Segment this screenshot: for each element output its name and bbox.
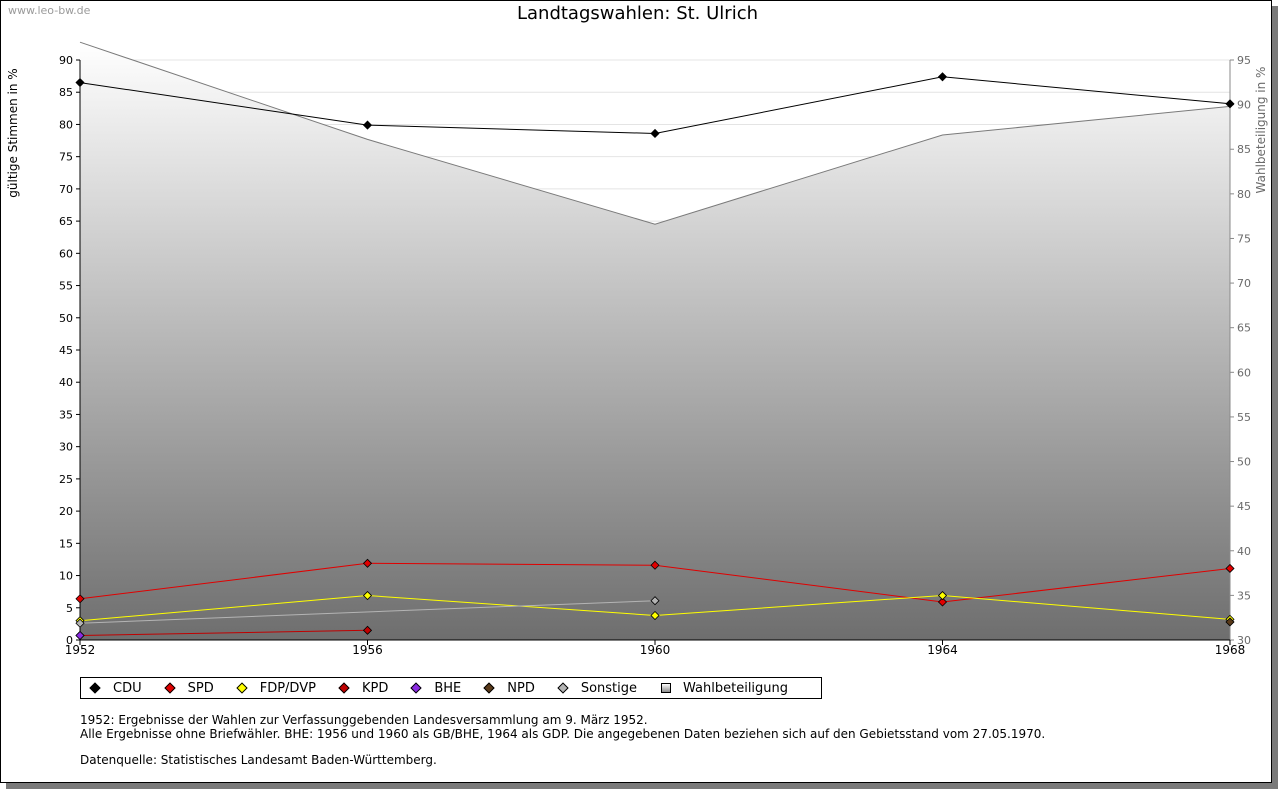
legend-label: NPD xyxy=(507,680,535,696)
y-tick-label: 45 xyxy=(59,344,73,357)
point-fdpdvp-1964 xyxy=(937,590,948,601)
point-spd-1960 xyxy=(650,560,660,570)
point-fdpdvp-1960 xyxy=(650,610,660,621)
legend-item: Sonstige xyxy=(557,680,638,696)
legend-label: Sonstige xyxy=(580,680,638,696)
y-tick-label: 70 xyxy=(59,183,73,196)
watermark: www.leo-bw.de xyxy=(8,4,91,17)
legend-diamond-icon xyxy=(483,682,495,694)
y2-tick-label: 65 xyxy=(1237,322,1251,335)
y-tick-label: 50 xyxy=(59,312,73,325)
y2-tick-label: 95 xyxy=(1237,54,1251,67)
legend-square-icon xyxy=(661,683,672,693)
legend-item: KPD xyxy=(338,680,389,696)
legend-item: BHE xyxy=(410,680,462,696)
legend-item: FDP/DVP xyxy=(236,680,316,696)
point-fdpdvp-1956 xyxy=(362,590,373,601)
legend-item: NPD xyxy=(483,680,535,696)
point-cdu-1968 xyxy=(1225,99,1235,109)
point-sonstige-1952 xyxy=(75,618,85,628)
x-tick-label: 1964 xyxy=(927,643,958,657)
legend-diamond-icon xyxy=(410,682,422,694)
point-spd-1956 xyxy=(362,558,373,568)
point-npd-1968 xyxy=(1225,617,1235,627)
notes: 1952: Ergebnisse der Wahlen zur Verfassu… xyxy=(80,713,1045,767)
point-cdu-1952 xyxy=(75,77,85,88)
legend-diamond-icon xyxy=(338,682,350,694)
legend-label: CDU xyxy=(113,680,142,696)
y2-tick-label: 60 xyxy=(1237,366,1251,379)
y-tick-label: 35 xyxy=(59,408,73,421)
x-tick-label: 1960 xyxy=(640,643,671,657)
note-line-2: Alle Ergebnisse ohne Briefwähler. BHE: 1… xyxy=(80,727,1046,741)
series-line-sonstige xyxy=(79,600,656,624)
y-tick-label: 30 xyxy=(59,441,73,454)
y-tick-label: 25 xyxy=(59,473,73,486)
y2-tick-label: 80 xyxy=(1237,188,1251,201)
y-tick-label: 0 xyxy=(66,634,73,647)
y-tick-label: 80 xyxy=(59,118,73,131)
legend: CDU SPD FDP/DVP KPD BHE NPD Sonstige Wahlbeteil… xyxy=(80,677,822,699)
y-tick-label: 40 xyxy=(59,376,73,389)
chart-title: Landtagswahlen: St. Ulrich xyxy=(516,3,759,24)
x-tick-label: 1968 xyxy=(1215,643,1246,657)
y-axis-title: gültige Stimmen in % xyxy=(6,68,20,197)
y-tick-label: 55 xyxy=(59,280,73,293)
point-kpd-1956 xyxy=(362,625,373,635)
legend-label: SPD xyxy=(187,680,214,696)
legend-item: Wahlbeteiligung xyxy=(661,681,788,696)
series-line-kpd xyxy=(79,629,368,636)
point-sonstige-1960 xyxy=(650,596,660,606)
y-tick-label: 85 xyxy=(59,86,73,99)
legend-label: FDP/DVP xyxy=(259,680,316,696)
y2-tick-label: 75 xyxy=(1237,232,1251,245)
y2-tick-label: 50 xyxy=(1237,456,1251,469)
point-cdu-1960 xyxy=(650,128,660,139)
y2-tick-label: 45 xyxy=(1237,500,1251,513)
x-tick-label: 1956 xyxy=(352,643,383,657)
turnout-area xyxy=(80,42,1230,640)
note-source: Datenquelle: Statistisches Landesamt Bad… xyxy=(80,753,437,767)
point-spd-1964 xyxy=(937,597,948,607)
legend-diamond-icon xyxy=(89,682,101,694)
turnout-line xyxy=(79,41,1231,225)
y-tick-label: 10 xyxy=(59,570,73,583)
y-tick-label: 5 xyxy=(66,602,73,615)
note-line-1: 1952: Ergebnisse der Wahlen zur Verfassu… xyxy=(80,713,648,727)
point-spd-1968 xyxy=(1225,563,1235,574)
y-tick-label: 20 xyxy=(59,505,73,518)
y2-tick-label: 30 xyxy=(1237,634,1251,647)
y2-axis-title: Wahlbeteiligung in % xyxy=(1254,67,1268,194)
y-tick-label: 60 xyxy=(59,247,73,260)
y-tick-label: 15 xyxy=(59,537,73,550)
y2-tick-label: 40 xyxy=(1237,545,1251,558)
y2-tick-label: 85 xyxy=(1237,143,1251,156)
y2-tick-label: 35 xyxy=(1237,589,1251,602)
legend-item: CDU xyxy=(89,680,142,696)
point-cdu-1956 xyxy=(362,120,373,130)
y2-tick-label: 90 xyxy=(1237,99,1251,112)
y2-tick-label: 55 xyxy=(1237,411,1251,424)
legend-diamond-icon xyxy=(236,682,248,694)
point-spd-1952 xyxy=(75,594,85,604)
legend-item: SPD xyxy=(163,680,214,696)
legend-label: BHE xyxy=(434,680,462,696)
legend-diamond-icon xyxy=(557,682,569,694)
legend-diamond-icon xyxy=(163,682,176,694)
legend-label: Wahlbeteiligung xyxy=(683,680,789,696)
x-tick-label: 1952 xyxy=(65,643,96,657)
y2-tick-label: 70 xyxy=(1237,277,1251,290)
y-tick-label: 65 xyxy=(59,215,73,228)
legend-label: KPD xyxy=(361,680,389,696)
point-cdu-1964 xyxy=(937,72,948,82)
point-bhe-1952 xyxy=(75,630,85,641)
y-tick-label: 90 xyxy=(59,54,73,67)
y-tick-label: 75 xyxy=(59,151,73,164)
